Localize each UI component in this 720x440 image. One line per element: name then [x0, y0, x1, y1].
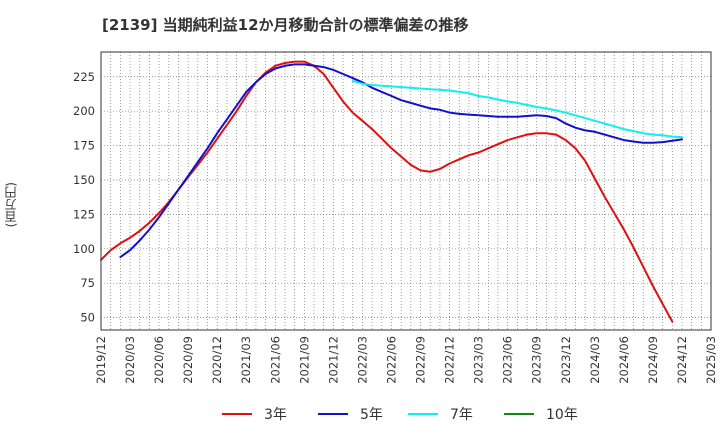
x-tick-label: 2025/03: [704, 336, 718, 384]
x-tick-label: 2022/12: [443, 336, 457, 384]
x-tick-label: 2024/03: [588, 336, 602, 384]
y-tick-label: 150: [73, 173, 95, 187]
legend: 3年 5年 7年 10年: [222, 407, 578, 423]
x-tick-label: 2021/06: [268, 336, 282, 384]
y-tick-label: 125: [73, 207, 95, 221]
series-line-5年: [119, 63, 683, 259]
series-lines: [100, 60, 683, 323]
x-tick-label: 2020/09: [181, 336, 195, 384]
legend-label: 10年: [546, 407, 578, 423]
x-tick-label: 2020/03: [123, 336, 137, 384]
x-tick-label: 2020/12: [210, 336, 224, 384]
x-tick-label: 2023/12: [559, 336, 573, 384]
legend-label: 5年: [360, 407, 383, 423]
series-line-7年: [351, 79, 683, 139]
y-tick-label: 100: [73, 242, 95, 256]
x-tick-label: 2022/06: [384, 336, 398, 384]
plot-background: [101, 52, 711, 330]
x-tick-label: 2021/12: [326, 336, 340, 384]
x-tick-label: 2023/09: [530, 336, 544, 384]
x-axis-ticks: 2019/12 2020/03 2020/06 2020/09 2020/12 2021/…: [94, 336, 718, 384]
grid-lines: [101, 52, 711, 330]
series-line-3年: [100, 60, 674, 323]
x-tick-label: 2020/06: [152, 336, 166, 384]
y-tick-label: 225: [73, 70, 95, 84]
x-tick-label: 2024/09: [646, 336, 660, 384]
y-tick-label: 175: [73, 139, 95, 153]
x-tick-label: 2023/03: [472, 336, 486, 384]
y-axis-ticks: 50 75 100 125 150 175 200 225: [73, 70, 95, 325]
x-tick-label: 2021/03: [239, 336, 253, 384]
legend-label: 7年: [450, 407, 473, 423]
y-tick-label: 50: [80, 311, 95, 325]
plot-frame: [100, 51, 712, 331]
y-tick-label: 75: [80, 276, 95, 290]
chart-title: [2139] 当期純利益12か月移動合計の標準偏差の推移: [102, 16, 469, 34]
x-tick-label: 2023/06: [501, 336, 515, 384]
x-tick-label: 2019/12: [94, 336, 108, 384]
x-tick-label: 2024/12: [675, 336, 689, 384]
y-tick-label: 200: [73, 104, 95, 118]
x-tick-label: 2021/09: [297, 336, 311, 384]
x-tick-label: 2024/06: [617, 336, 631, 384]
x-tick-label: 2022/03: [355, 336, 369, 384]
x-tick-label: 2022/09: [414, 336, 428, 384]
legend-label: 3年: [264, 407, 287, 423]
